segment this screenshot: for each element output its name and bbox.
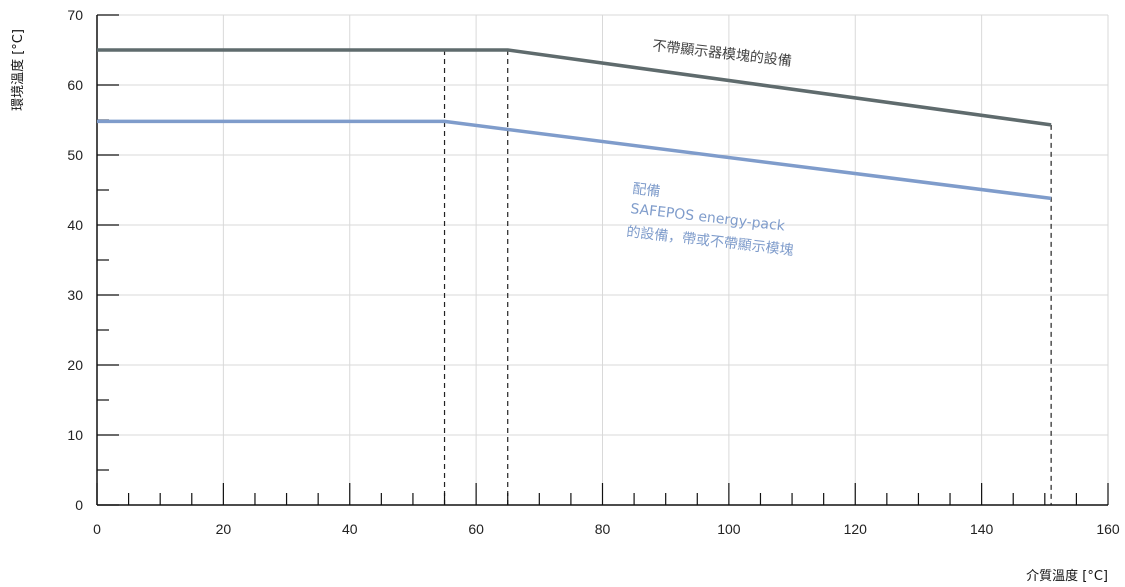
reference-lines [443,50,1052,505]
y-axis-title: 環境溫度 [°C] [10,29,26,111]
y-tick-label: 30 [67,287,83,303]
x-tick-label: 20 [216,521,232,537]
labels: 環境溫度 [°C] 介質溫度 [°C] 不帶顯示器模塊的設備 配備 SAFEPO… [10,29,1108,584]
x-tick-label: 60 [468,521,484,537]
x-tick-label: 100 [717,521,741,537]
x-axis-title: 介質溫度 [°C] [1026,568,1108,584]
y-tick-label: 10 [67,427,83,443]
series [97,48,1052,201]
x-tick-label: 0 [93,521,101,537]
y-tick-label: 20 [67,357,83,373]
y-tick-label: 70 [67,7,83,23]
x-tick-label: 80 [595,521,611,537]
series-label-no-display: 不帶顯示器模塊的設備 [652,38,793,70]
series-label-energy-pack-line1: 配備 [632,181,662,200]
y-tick-label: 0 [75,497,83,513]
y-tick-label: 50 [67,147,83,163]
grid [97,14,1109,505]
series-line-no-display [97,48,1052,127]
y-tick-label: 60 [67,77,83,93]
axes: 0 10 20 30 40 50 60 70 0 20 40 60 80 100 120 140 160 [67,7,1119,537]
x-tick-label: 160 [1096,521,1120,537]
x-tick-label: 40 [342,521,358,537]
y-tick-label: 40 [67,217,83,233]
x-tick-label: 140 [970,521,994,537]
series-line-energy-pack [97,119,1052,201]
x-tick-label: 120 [844,521,868,537]
